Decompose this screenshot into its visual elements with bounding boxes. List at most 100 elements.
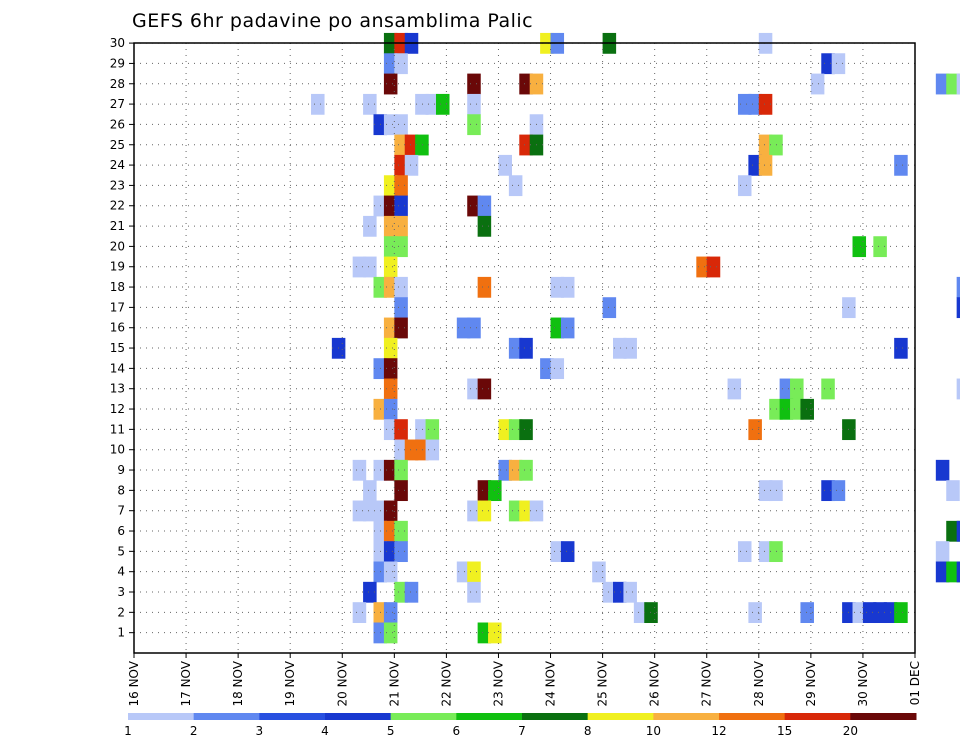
heatmap-cell: [394, 114, 408, 136]
heatmap-cell: [383, 114, 398, 136]
heatmap-cell: [894, 154, 908, 176]
heatmap-cell: [602, 297, 617, 319]
heatmap-cell: [467, 500, 481, 522]
colorbar-swatch: [325, 713, 392, 720]
x-tick-label: 17 NOV: [179, 660, 193, 706]
heatmap-cell: [383, 358, 398, 380]
heatmap-cell: [769, 541, 783, 563]
x-tick-label: 30 NOV: [856, 660, 870, 706]
heatmap-cell: [894, 337, 908, 359]
heatmap-cell: [352, 602, 367, 624]
heatmap-cell: [363, 215, 377, 237]
colorbar-label: 6: [453, 724, 461, 738]
heatmap-cell: [613, 337, 627, 359]
heatmap-cell: [758, 541, 773, 563]
heatmap-cell: [508, 337, 523, 359]
heatmap-cell: [644, 602, 658, 624]
heatmap-cells: [311, 32, 960, 644]
heatmap-cell: [946, 480, 960, 502]
heatmap-cell: [394, 317, 408, 339]
colorbar-label: 1: [124, 724, 132, 738]
y-tick-label: 16: [110, 321, 125, 335]
colorbar-label: 3: [256, 724, 264, 738]
heatmap-cell: [519, 500, 533, 522]
y-tick-label: 9: [117, 463, 125, 477]
heatmap-cell: [810, 73, 825, 95]
x-tick-label: 20 NOV: [335, 660, 349, 706]
heatmap-cell: [613, 581, 627, 603]
heatmap-cell: [831, 480, 846, 502]
heatmap-cell: [477, 276, 492, 298]
x-tick-label: 18 NOV: [231, 660, 245, 706]
heatmap-cell: [383, 419, 398, 441]
heatmap-cell: [363, 480, 377, 502]
y-tick-label: 4: [117, 565, 125, 579]
heatmap-cell: [956, 378, 960, 400]
heatmap-cell: [519, 419, 533, 441]
heatmap-cell: [519, 459, 533, 481]
x-tick-label: 22 NOV: [439, 660, 453, 706]
colorbar-swatch: [587, 713, 654, 720]
y-tick-label: 29: [110, 56, 125, 70]
y-tick-label: 26: [110, 117, 125, 131]
heatmap-cell: [383, 520, 398, 542]
heatmap-cell: [477, 378, 492, 400]
heatmap-cell: [758, 154, 773, 176]
heatmap-cell: [363, 93, 377, 115]
heatmap-cell: [696, 256, 710, 278]
heatmap-cell: [467, 378, 481, 400]
heatmap-cell: [383, 561, 398, 583]
heatmap-cell: [383, 337, 398, 359]
heatmap-cell: [560, 317, 575, 339]
heatmap-cell: [748, 602, 762, 624]
heatmap-cell: [477, 195, 492, 217]
colorbar-swatch: [719, 713, 786, 720]
heatmap-cell: [394, 195, 408, 217]
heatmap-cell: [383, 215, 398, 237]
heatmap-cell: [550, 541, 565, 563]
heatmap-cell: [477, 480, 492, 502]
heatmap-cell: [394, 154, 408, 176]
heatmap-cell: [498, 459, 512, 481]
y-tick-label: 19: [110, 260, 125, 274]
heatmap-cell: [821, 378, 835, 400]
heatmap-cell: [363, 500, 377, 522]
heatmap-cell: [415, 439, 429, 461]
heatmap-cell: [800, 602, 814, 624]
heatmap-cell: [935, 541, 950, 563]
y-tick-label: 11: [110, 422, 125, 436]
y-tick-label: 24: [110, 158, 125, 172]
heatmap-cell: [425, 439, 440, 461]
heatmap-cell: [363, 581, 377, 603]
colorbar-label: 15: [777, 724, 792, 738]
heatmap-cell: [498, 419, 512, 441]
y-tick-label: 21: [110, 219, 125, 233]
heatmap-cell: [477, 500, 492, 522]
heatmap-cell: [394, 297, 408, 319]
heatmap-cell: [602, 581, 617, 603]
heatmap-cell: [435, 93, 450, 115]
heatmap-cell: [748, 419, 762, 441]
heatmap-cell: [477, 622, 492, 644]
heatmap-cell: [383, 602, 398, 624]
colorbar-swatch: [456, 713, 523, 720]
heatmap-cell: [769, 398, 783, 420]
heatmap-cell: [508, 500, 523, 522]
y-tick-label: 10: [110, 443, 125, 457]
x-tick-label: 01 DEC: [908, 661, 922, 705]
x-tick-label: 25 NOV: [596, 660, 610, 706]
heatmap-cell: [769, 480, 783, 502]
heatmap-cell: [467, 195, 481, 217]
x-tick-label: 26 NOV: [648, 660, 662, 706]
x-tick-label: 23 NOV: [491, 660, 505, 706]
colorbar-label: 4: [321, 724, 329, 738]
y-tick-label: 25: [110, 138, 125, 152]
heatmap-cell: [935, 73, 950, 95]
heatmap-cell: [508, 459, 523, 481]
heatmap-cell: [363, 256, 377, 278]
heatmap-cell: [737, 93, 752, 115]
heatmap-cell: [425, 93, 440, 115]
heatmap-cell: [956, 561, 960, 583]
y-tick-label: 28: [110, 77, 125, 91]
